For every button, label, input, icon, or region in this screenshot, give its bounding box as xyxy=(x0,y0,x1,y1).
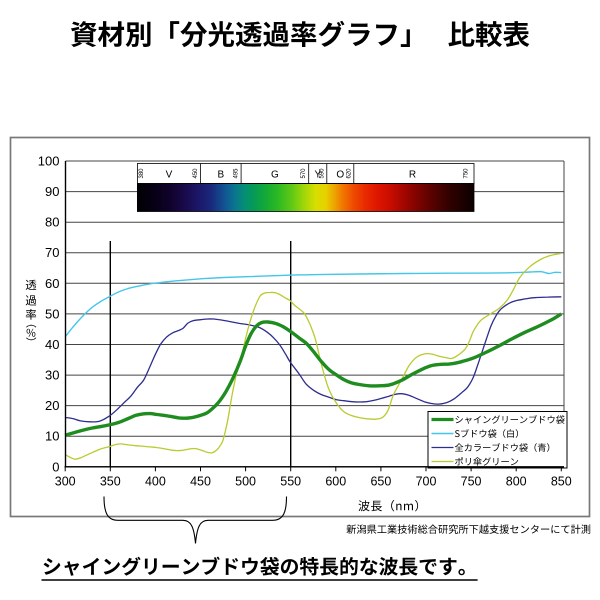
svg-text:650: 650 xyxy=(370,475,391,489)
svg-text:30: 30 xyxy=(45,368,59,383)
svg-text:100: 100 xyxy=(38,154,60,169)
svg-text:O: O xyxy=(336,170,344,181)
svg-text:450: 450 xyxy=(193,168,199,179)
svg-text:800: 800 xyxy=(506,475,527,489)
svg-text:620: 620 xyxy=(346,168,352,179)
svg-text:550: 550 xyxy=(280,475,301,489)
svg-text:B: B xyxy=(217,170,224,181)
svg-text:300: 300 xyxy=(55,475,76,489)
svg-text:V: V xyxy=(166,170,173,181)
svg-text:80: 80 xyxy=(45,215,59,230)
svg-text:700: 700 xyxy=(416,475,437,489)
svg-text:750: 750 xyxy=(464,168,470,179)
svg-text:0: 0 xyxy=(52,459,59,474)
svg-text:850: 850 xyxy=(551,475,572,489)
svg-text:G: G xyxy=(271,170,279,181)
svg-text:60: 60 xyxy=(45,276,59,291)
svg-text:Y: Y xyxy=(314,170,321,181)
svg-text:600: 600 xyxy=(325,475,346,489)
svg-text:500: 500 xyxy=(235,475,256,489)
svg-text:10: 10 xyxy=(45,429,59,444)
svg-text:495: 495 xyxy=(234,168,240,179)
svg-text:590: 590 xyxy=(319,168,325,179)
svg-text:750: 750 xyxy=(461,475,482,489)
svg-text:50: 50 xyxy=(45,306,59,321)
svg-text:20: 20 xyxy=(45,398,59,413)
svg-text:40: 40 xyxy=(45,337,59,352)
svg-text:90: 90 xyxy=(45,184,59,199)
svg-text:R: R xyxy=(409,170,416,181)
svg-text:450: 450 xyxy=(190,475,211,489)
svg-text:350: 350 xyxy=(100,475,121,489)
svg-text:570: 570 xyxy=(301,168,307,179)
svg-text:380: 380 xyxy=(139,168,145,179)
svg-text:400: 400 xyxy=(145,475,166,489)
svg-text:70: 70 xyxy=(45,245,59,260)
